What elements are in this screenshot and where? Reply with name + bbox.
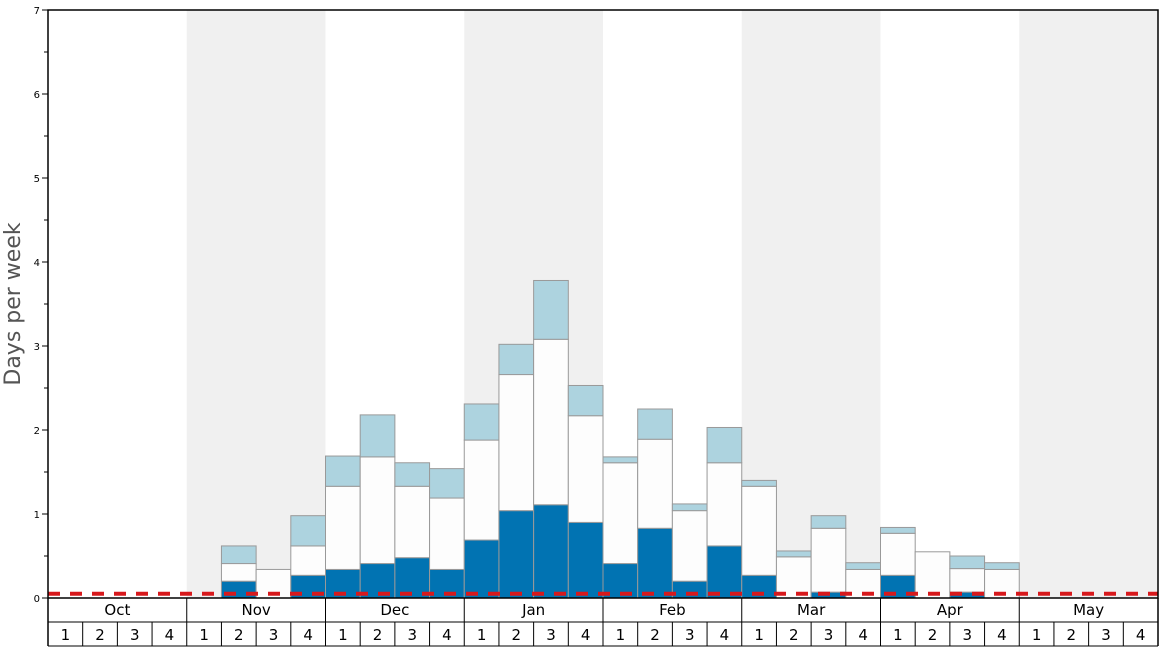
y-tick-label: 0 xyxy=(34,594,40,605)
bar-segment xyxy=(567,521,604,599)
week-label: 4 xyxy=(997,626,1007,644)
bar-segment xyxy=(359,456,396,565)
month-label: Oct xyxy=(104,601,130,619)
bar-segment xyxy=(325,485,361,570)
y-tick-label: 1 xyxy=(34,510,40,521)
bar-segment xyxy=(533,504,569,599)
bar-segment xyxy=(220,563,257,582)
bar-segment xyxy=(463,439,500,541)
y-tick-label: 7 xyxy=(34,6,40,17)
week-label: 1 xyxy=(893,626,903,644)
month-label: Dec xyxy=(380,601,409,619)
month-shade xyxy=(186,10,326,598)
week-label: 2 xyxy=(789,626,799,644)
bar-segment xyxy=(949,555,986,570)
bar-segment xyxy=(637,438,673,529)
week-label: 2 xyxy=(1067,626,1077,644)
month-label: Nov xyxy=(241,601,270,619)
week-label: 2 xyxy=(373,626,383,644)
week-label: 4 xyxy=(303,626,313,644)
month-shade xyxy=(1019,10,1158,598)
week-label: 3 xyxy=(962,626,972,644)
bar-segment xyxy=(810,515,847,529)
bar-segment xyxy=(637,527,673,599)
bar-segment xyxy=(845,562,881,570)
y-tick-label: 6 xyxy=(34,90,40,101)
week-label: 2 xyxy=(234,626,244,644)
bar-segment xyxy=(394,462,431,487)
week-label: 4 xyxy=(720,626,730,644)
bar-segment xyxy=(741,485,777,576)
month-label: Jan xyxy=(521,601,545,619)
y-axis-label: Days per week xyxy=(1,222,26,385)
month-label: Feb xyxy=(659,601,686,619)
bar-segment xyxy=(498,510,535,599)
bar-segment xyxy=(290,545,326,576)
week-label: 1 xyxy=(338,626,348,644)
bar-segment xyxy=(706,426,743,464)
bar-segment xyxy=(671,510,708,582)
week-label: 3 xyxy=(824,626,834,644)
week-label: 3 xyxy=(1101,626,1111,644)
bar-segment xyxy=(810,527,847,593)
bar-segment xyxy=(706,462,743,547)
week-label: 4 xyxy=(581,626,591,644)
week-label: 2 xyxy=(928,626,938,644)
bar-segment xyxy=(463,539,500,599)
bar-segment xyxy=(533,338,569,506)
y-tick-label: 2 xyxy=(34,426,40,437)
week-label: 3 xyxy=(407,626,417,644)
bar-segment xyxy=(290,515,326,547)
bar-segment xyxy=(567,384,604,417)
bar-segment xyxy=(671,503,708,512)
week-label: 3 xyxy=(685,626,695,644)
bar-segment xyxy=(949,568,986,593)
week-label: 4 xyxy=(442,626,452,644)
bar-segment xyxy=(498,374,535,512)
week-label: 4 xyxy=(1136,626,1146,644)
week-label: 2 xyxy=(512,626,522,644)
bar-segment xyxy=(220,545,257,565)
y-tick-label: 5 xyxy=(34,174,40,185)
bar-segment xyxy=(880,532,916,576)
week-label: 3 xyxy=(269,626,279,644)
bar-segment xyxy=(637,408,673,440)
bar-segment xyxy=(429,497,465,570)
week-label: 1 xyxy=(616,626,626,644)
week-label: 4 xyxy=(165,626,175,644)
bar-segment xyxy=(359,414,396,458)
week-label: 1 xyxy=(199,626,209,644)
bar-segment xyxy=(984,562,1020,570)
bar-segment xyxy=(463,403,500,441)
bar-segment xyxy=(914,551,951,599)
bar-segment xyxy=(775,550,812,558)
month-label: May xyxy=(1073,601,1104,619)
week-label: 4 xyxy=(858,626,868,644)
week-label: 3 xyxy=(546,626,556,644)
week-label: 3 xyxy=(130,626,140,644)
week-label: 1 xyxy=(754,626,764,644)
y-tick-label: 3 xyxy=(34,342,40,353)
month-label: Apr xyxy=(937,601,964,619)
bar-segment xyxy=(706,545,743,599)
bar-segment xyxy=(498,343,535,376)
bar-segment xyxy=(741,479,777,487)
bar-segment xyxy=(429,468,465,499)
bar-segment xyxy=(533,279,569,340)
bar-segment xyxy=(602,456,639,464)
week-label: 1 xyxy=(477,626,487,644)
bar-segment xyxy=(880,526,916,534)
bar-segment xyxy=(567,415,604,523)
y-tick-label: 4 xyxy=(34,258,40,269)
week-label: 2 xyxy=(650,626,660,644)
week-label: 1 xyxy=(61,626,71,644)
bar-segment xyxy=(394,485,431,559)
bar-segment xyxy=(325,455,361,487)
week-label: 1 xyxy=(1032,626,1042,644)
month-label: Mar xyxy=(797,601,826,619)
week-label: 2 xyxy=(95,626,105,644)
bar-segment xyxy=(602,462,639,565)
